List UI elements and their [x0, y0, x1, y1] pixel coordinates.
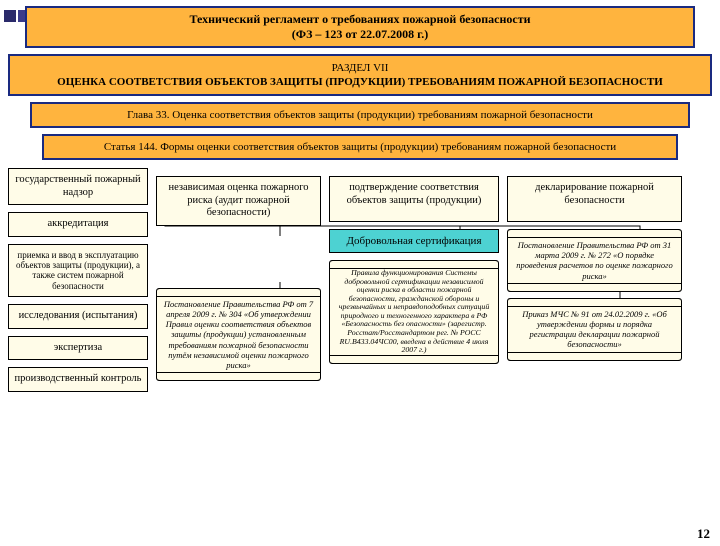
- col-mid1: независимая оценка пожарного риска (ауди…: [156, 176, 321, 387]
- mid2-cyan: Добровольная сертификация: [329, 229, 499, 253]
- section-head: РАЗДЕЛ VII: [16, 62, 704, 74]
- col-right: декларирование пожарной безопасности Пос…: [507, 176, 682, 367]
- mid1-top: независимая оценка пожарного риска (ауди…: [156, 176, 321, 226]
- right-scroll-2: Приказ МЧС № 91 от 24.02.2009 г. «Об утв…: [507, 298, 682, 361]
- mid1-scroll: Постановление Правительства РФ от 7 апре…: [156, 288, 321, 381]
- article-box: Статья 144. Формы оценки соответствия об…: [42, 134, 678, 160]
- chapter-box: Глава 33. Оценка соответствия объектов з…: [30, 102, 690, 128]
- left-box-2: аккредитация: [8, 212, 148, 237]
- left-box-3: приемка и ввод в эксплуатацию объектов з…: [8, 244, 148, 297]
- right-scroll-1: Постановление Правительства РФ от 31 мар…: [507, 229, 682, 292]
- article-text: Статья 144. Формы оценки соответствия об…: [104, 141, 616, 153]
- mid2-scroll: Правила функционирования Системы доброво…: [329, 260, 499, 364]
- columns: государственный пожарный надзор аккредит…: [8, 168, 712, 399]
- title-line1: Технический регламент о требованиях пожа…: [33, 12, 687, 27]
- left-box-1: государственный пожарный надзор: [8, 168, 148, 205]
- title-line2: (ФЗ – 123 от 22.07.2008 г.): [33, 27, 687, 42]
- right-top: декларирование пожарной безопасности: [507, 176, 682, 222]
- left-box-5: экспертиза: [8, 336, 148, 361]
- left-box-4: исследования (испытания): [8, 304, 148, 329]
- col-left: государственный пожарный надзор аккредит…: [8, 168, 148, 399]
- title-box: Технический регламент о требованиях пожа…: [25, 6, 695, 48]
- chapter-text: Глава 33. Оценка соответствия объектов з…: [127, 109, 593, 121]
- col-mid2: подтверждение соответствия объектов защи…: [329, 176, 499, 370]
- section-box: РАЗДЕЛ VII ОЦЕНКА СООТВЕТСТВИЯ ОБЪЕКТОВ …: [8, 54, 712, 96]
- section-body: ОЦЕНКА СООТВЕТСТВИЯ ОБЪЕКТОВ ЗАЩИТЫ (ПРО…: [16, 76, 704, 88]
- left-box-6: производственный контроль: [8, 367, 148, 392]
- mid2-top: подтверждение соответствия объектов защи…: [329, 176, 499, 222]
